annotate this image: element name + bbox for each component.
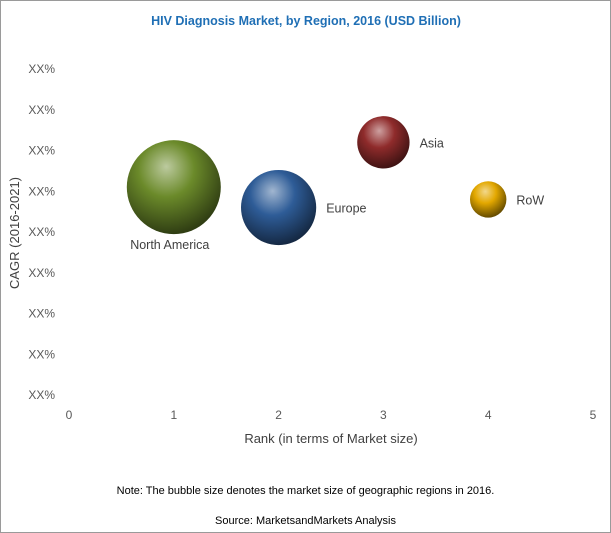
x-tick-label: 4 <box>485 408 492 422</box>
bubble-row <box>469 181 507 218</box>
y-tick-label: XX% <box>28 184 55 198</box>
y-axis-ticks: XX% XX% XX% XX% XX% XX% XX% XX% XX% <box>28 62 55 402</box>
bubble-asia <box>357 116 410 169</box>
x-tick-label: 2 <box>275 408 282 422</box>
y-tick-label: XX% <box>28 307 55 321</box>
x-axis-ticks: 0 1 2 3 4 5 <box>66 408 597 422</box>
bubble-label-row: RoW <box>516 193 544 207</box>
y-tick-label: XX% <box>28 388 55 402</box>
x-tick-label: 3 <box>380 408 387 422</box>
y-tick-label: XX% <box>28 225 55 239</box>
chart-note: Note: The bubble size denotes the market… <box>116 485 495 497</box>
y-tick-label: XX% <box>28 347 55 361</box>
bubble-label-asia: Asia <box>420 136 444 150</box>
chart-source: Source: MarketsandMarkets Analysis <box>215 515 396 527</box>
x-tick-label: 5 <box>590 408 597 422</box>
y-axis-title: CAGR (2016-2021) <box>7 177 22 289</box>
y-tick-label: XX% <box>28 266 55 280</box>
chart-title: HIV Diagnosis Market, by Region, 2016 (U… <box>151 14 461 28</box>
bubble-north-america <box>126 140 221 235</box>
y-tick-label: XX% <box>28 62 55 76</box>
bubble-europe <box>241 169 317 246</box>
x-tick-label: 1 <box>170 408 177 422</box>
bubbles: North America Europe Asia RoW <box>126 116 544 252</box>
x-axis-title: Rank (in terms of Market size) <box>244 431 417 446</box>
bubble-label-europe: Europe <box>326 202 366 216</box>
y-tick-label: XX% <box>28 144 55 158</box>
bubble-label-north-america: North America <box>130 238 209 252</box>
bubble-chart: HIV Diagnosis Market, by Region, 2016 (U… <box>7 14 597 446</box>
x-tick-label: 0 <box>66 408 73 422</box>
y-tick-label: XX% <box>28 103 55 117</box>
